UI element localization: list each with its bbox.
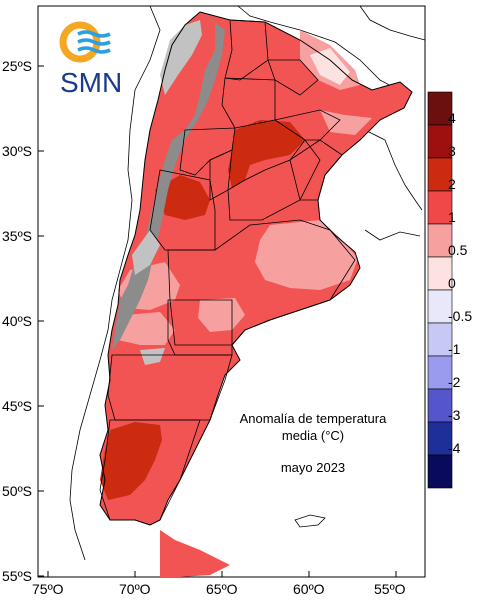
legend-swatch <box>427 355 453 390</box>
lat-label-25: 25ºS <box>2 58 32 74</box>
legend-swatch <box>427 454 453 489</box>
map-period: mayo 2023 <box>281 460 345 475</box>
legend-swatch <box>427 223 453 258</box>
smn-logo: SMN <box>59 21 122 98</box>
map-title-line2: media (°C) <box>282 428 344 443</box>
legend-label: 1 <box>448 209 456 225</box>
legend-swatch <box>427 289 453 324</box>
legend-swatch <box>427 322 453 357</box>
lat-label-30: 30ºS <box>2 143 32 159</box>
legend-label: -4 <box>448 440 461 456</box>
legend-label: -2 <box>448 374 461 390</box>
legend-swatch <box>427 256 453 291</box>
lon-label-60: 60ºO <box>293 581 325 597</box>
latitude-axis <box>38 65 44 577</box>
lat-label-50: 50ºS <box>2 483 32 499</box>
lon-label-75: 75ºO <box>32 581 64 597</box>
lat-label-35: 35ºS <box>2 228 32 244</box>
lat-label-45: 45ºS <box>2 398 32 414</box>
legend-swatch <box>427 421 453 456</box>
logo-waves-icon <box>77 30 111 54</box>
legend-label: 4 <box>448 110 456 126</box>
color-legend: 4 3 2 1 0.5 0 -0.5 -1 -2 -3 -4 <box>427 91 472 489</box>
legend-swatch <box>427 124 453 159</box>
legend-swatch <box>427 157 453 192</box>
province-borders <box>99 19 356 526</box>
legend-label: 2 <box>448 176 456 192</box>
lon-label-70: 70ºO <box>119 581 151 597</box>
islands <box>294 514 326 528</box>
legend-label: -0.5 <box>448 308 472 324</box>
lat-label-55: 55ºS <box>2 568 32 584</box>
legend-swatch <box>427 190 453 225</box>
logo-text: SMN <box>60 67 122 98</box>
legend-label: -1 <box>448 341 461 357</box>
legend-label: 0 <box>448 275 456 291</box>
legend-label: -3 <box>448 407 461 423</box>
lat-label-40: 40ºS <box>2 313 32 329</box>
legend-label: 3 <box>448 143 456 159</box>
legend-swatch <box>427 91 453 126</box>
lon-label-65: 65ºO <box>206 581 238 597</box>
argentina-outline <box>99 11 413 526</box>
map-title-line1: Anomalía de temperatura <box>240 411 387 426</box>
longitude-axis <box>47 571 397 577</box>
legend-label: 0.5 <box>448 242 468 258</box>
lon-label-55: 55ºO <box>374 581 406 597</box>
